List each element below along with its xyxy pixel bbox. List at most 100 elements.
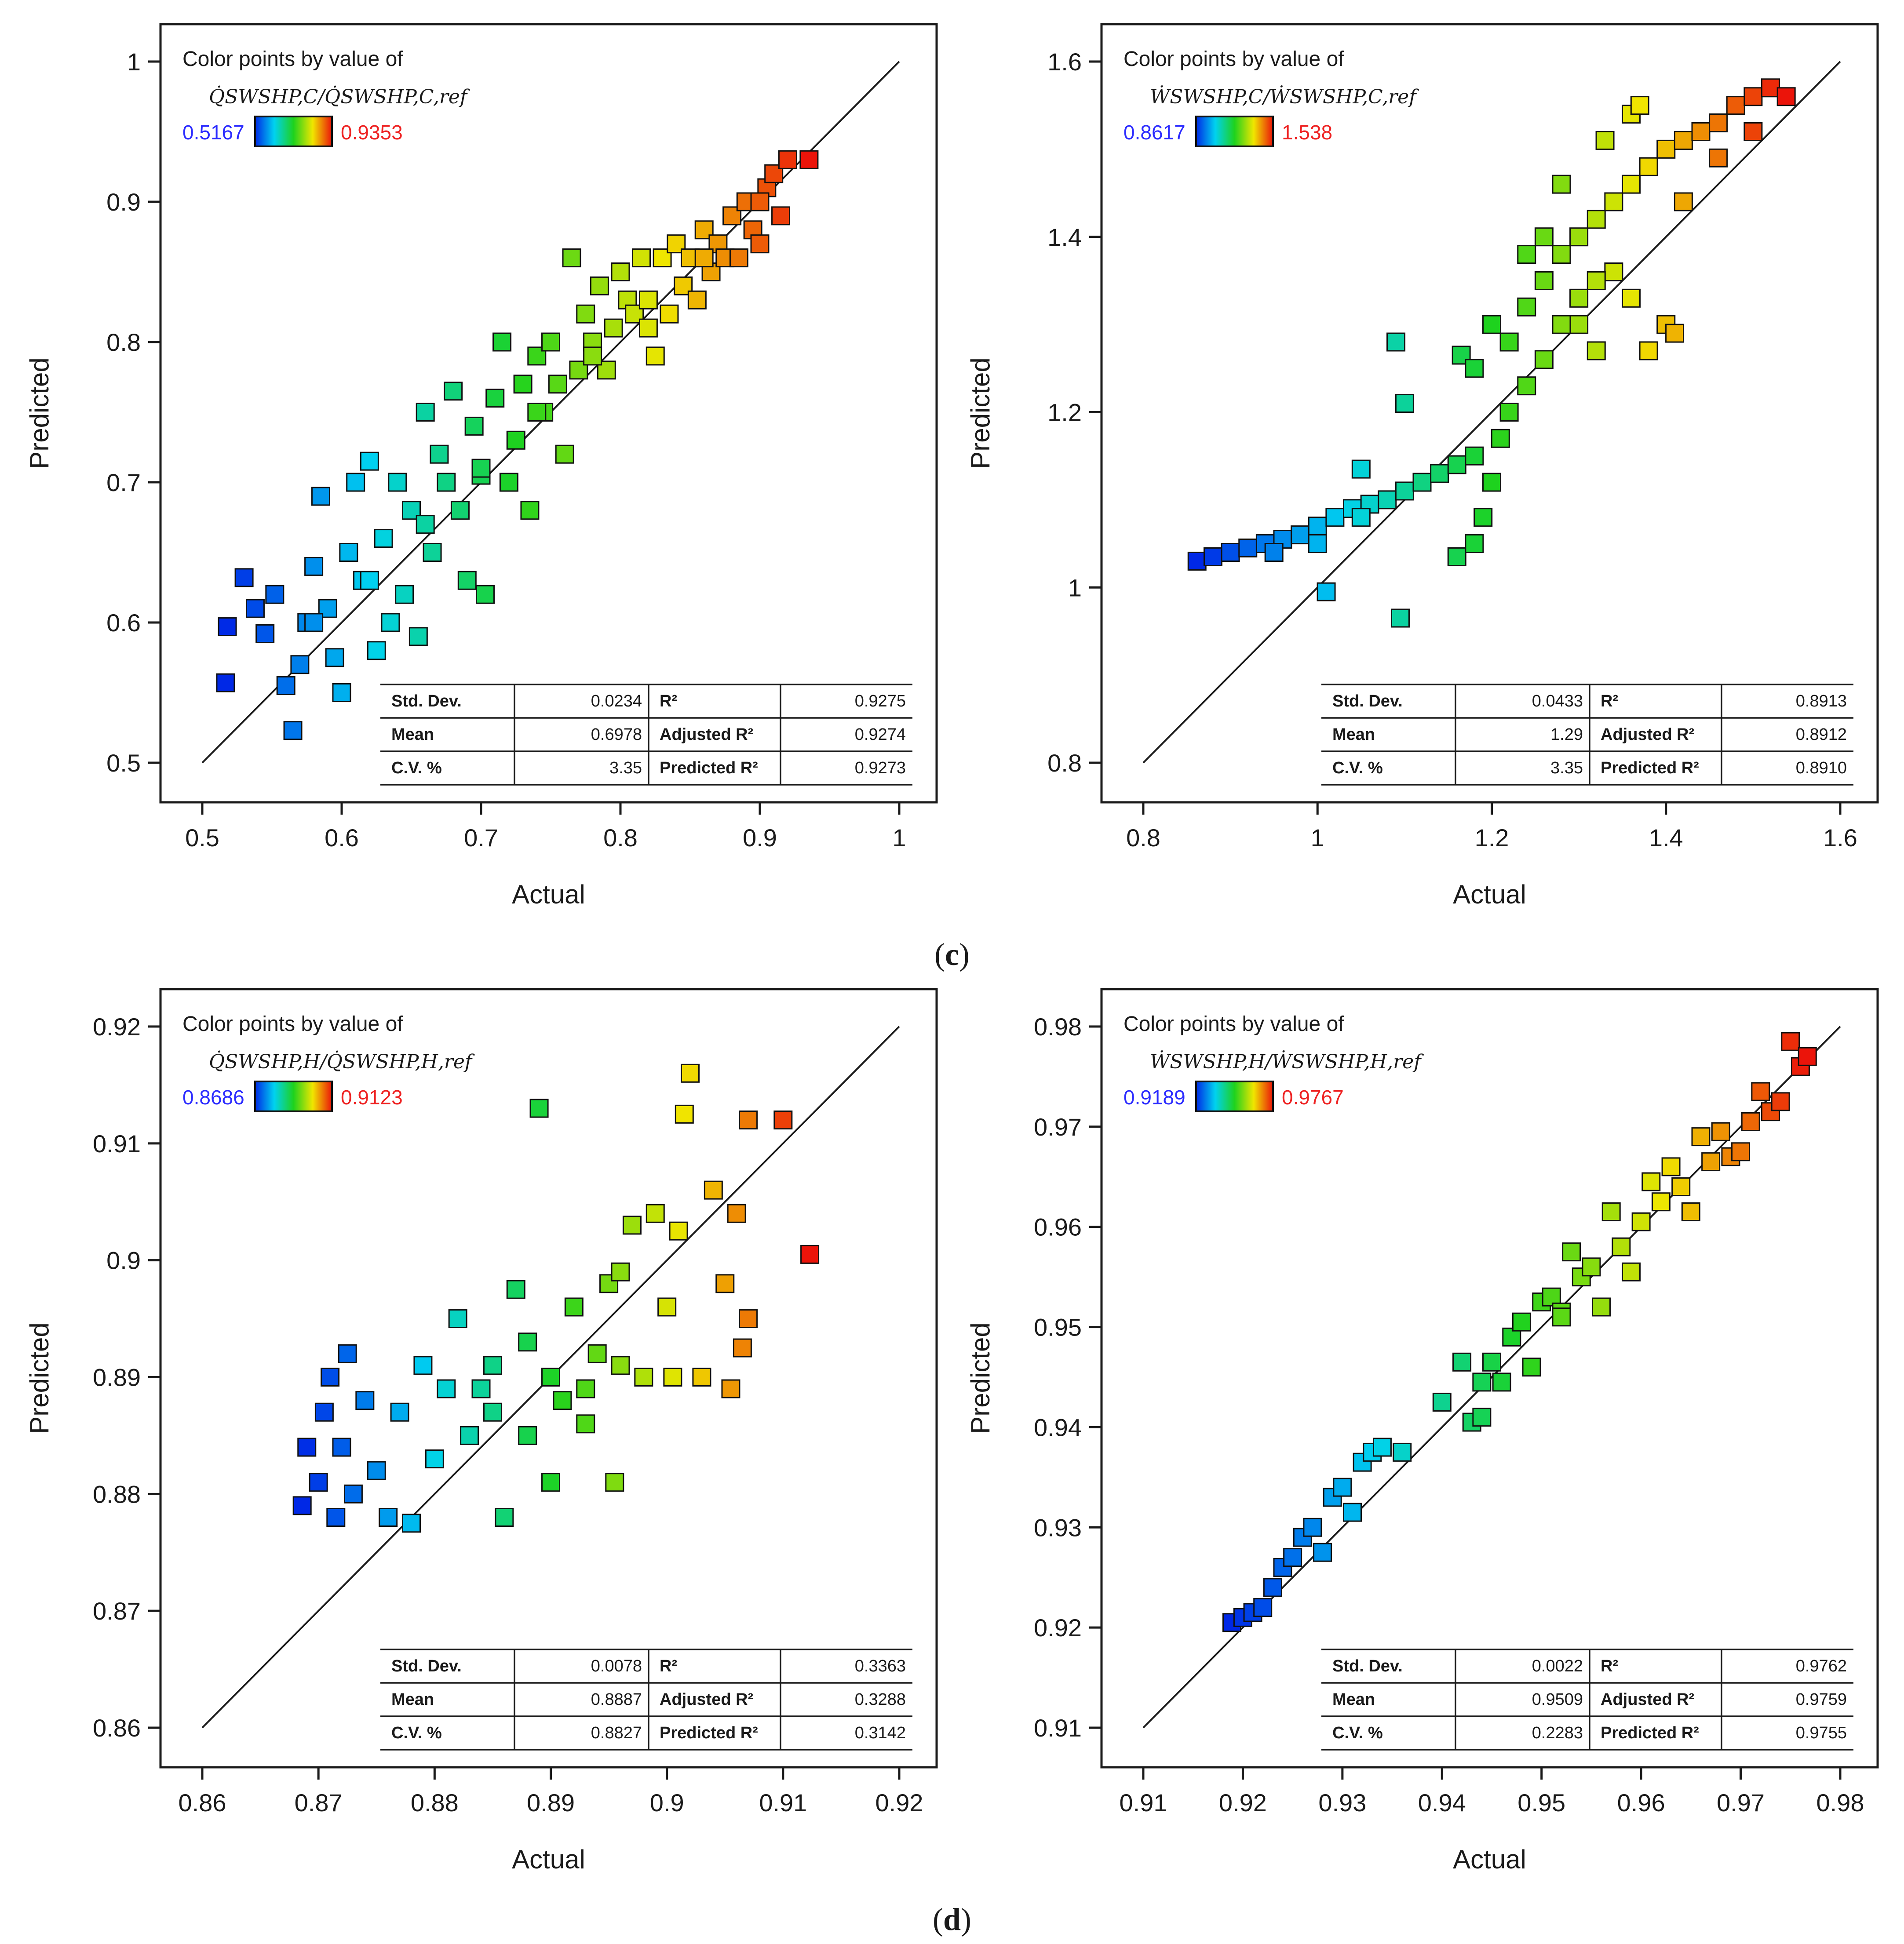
y-tick-label: 0.86 [93, 1714, 141, 1742]
data-point [1395, 481, 1414, 501]
caption-d: (d) [933, 1902, 971, 1937]
data-point [471, 1379, 491, 1398]
data-point [1569, 288, 1589, 308]
data-point [527, 403, 547, 422]
x-tick-label: 0.9 [650, 1789, 684, 1817]
y-tick-label: 1 [127, 48, 141, 76]
data-point [471, 459, 491, 478]
stat-label: Std. Dev. [1332, 692, 1403, 710]
data-point [553, 1391, 572, 1410]
data-point [457, 571, 477, 590]
data-point [1656, 139, 1676, 159]
data-point [448, 1309, 467, 1329]
data-point [1472, 1408, 1492, 1427]
x-tick-label: 0.9 [743, 824, 777, 852]
data-point [1395, 394, 1414, 413]
data-point [1595, 131, 1615, 150]
stat-value-2: 0.3142 [855, 1724, 906, 1742]
data-point [800, 1245, 820, 1264]
color-bar [1195, 116, 1274, 147]
data-point [555, 444, 574, 464]
stat-label-2: Predicted R² [1601, 1724, 1699, 1742]
x-tick-label: 0.96 [1617, 1789, 1665, 1817]
data-point [646, 1204, 665, 1223]
data-point [1639, 341, 1658, 360]
legend-variable: ẆSWSHP,H/ẆSWSHP,H,ref [1150, 1050, 1424, 1073]
data-point [715, 1274, 735, 1293]
x-tick-label: 0.92 [875, 1789, 923, 1817]
y-axis-label: Predicted [25, 1322, 54, 1434]
chart-cooling-power: 0.8 1 1.2 1.4 1.6 0.8 1 1.2 1.4 1.6 Actual Predicte… [966, 23, 1879, 909]
data-point [694, 248, 714, 268]
stat-value-2: 0.9273 [855, 759, 906, 777]
data-point [367, 641, 386, 660]
data-point [283, 721, 303, 740]
caption-c: (c) [934, 937, 970, 972]
data-point [332, 1438, 351, 1457]
data-point [492, 332, 512, 352]
data-point [450, 501, 470, 520]
data-point [548, 375, 567, 394]
stat-label: C.V. % [1332, 759, 1383, 777]
data-point [750, 234, 770, 254]
data-point [1534, 271, 1554, 290]
data-point [1744, 122, 1763, 141]
y-tick-label: 1.6 [1047, 48, 1082, 76]
y-tick-label: 0.91 [93, 1130, 141, 1158]
data-point [437, 1379, 456, 1398]
stat-label: Std. Dev. [391, 1657, 462, 1675]
data-point [1517, 245, 1536, 264]
data-point [1499, 332, 1519, 352]
stat-label-2: R² [1601, 692, 1618, 710]
data-point [1622, 288, 1641, 308]
stat-value: 0.0234 [591, 692, 642, 710]
y-tick-label: 0.88 [93, 1480, 141, 1508]
data-point [416, 515, 435, 534]
y-tick-label: 0.5 [106, 749, 141, 777]
y-tick-label: 0.98 [1034, 1013, 1082, 1041]
data-point [1447, 455, 1466, 474]
data-point [1303, 1518, 1322, 1537]
data-point [1562, 1242, 1581, 1262]
stat-label: Mean [1332, 725, 1375, 744]
y-tick-label: 0.96 [1034, 1213, 1082, 1241]
data-point [1534, 227, 1554, 247]
stat-value-2: 0.8910 [1796, 759, 1847, 777]
data-point [1726, 96, 1745, 115]
data-point [727, 1204, 746, 1223]
data-point [1651, 1192, 1671, 1212]
data-point [721, 1379, 740, 1398]
data-point [1308, 517, 1327, 536]
stat-label: Std. Dev. [1332, 1657, 1403, 1675]
x-tick-label: 0.86 [179, 1789, 226, 1817]
data-point [1569, 315, 1589, 334]
legend-title: Color points by value of [1123, 47, 1344, 71]
data-point [1432, 1392, 1452, 1412]
data-point [499, 473, 518, 492]
x-tick-label: 1.2 [1475, 824, 1509, 852]
data-point [1465, 446, 1484, 466]
stats-table: Std. Dev. 0.0433 R² 0.8913 Mean 1.29 Adjusted … [1321, 684, 1853, 786]
data-point [529, 1099, 549, 1118]
x-axis-label: Actual [512, 1845, 585, 1874]
data-point [1351, 508, 1371, 527]
y-tick-label: 0.95 [1034, 1314, 1082, 1341]
stat-label: Mean [391, 725, 434, 744]
stat-label-2: Predicted R² [1601, 759, 1699, 777]
data-point [1798, 1047, 1817, 1066]
stat-label: C.V. % [1332, 1724, 1383, 1742]
stat-value-2: 0.3288 [855, 1690, 906, 1709]
legend-max: 0.9123 [341, 1086, 403, 1109]
data-point [1412, 473, 1432, 492]
data-point [583, 346, 602, 366]
data-point [1430, 464, 1449, 483]
data-point [541, 332, 560, 352]
data-point [402, 1514, 421, 1533]
data-point [360, 451, 379, 471]
data-point [374, 529, 393, 548]
x-tick-label: 0.95 [1517, 1789, 1565, 1817]
data-point [1517, 297, 1536, 317]
x-axis-label: Actual [1453, 1845, 1526, 1874]
data-point [1569, 227, 1589, 247]
data-point [1622, 1262, 1641, 1281]
